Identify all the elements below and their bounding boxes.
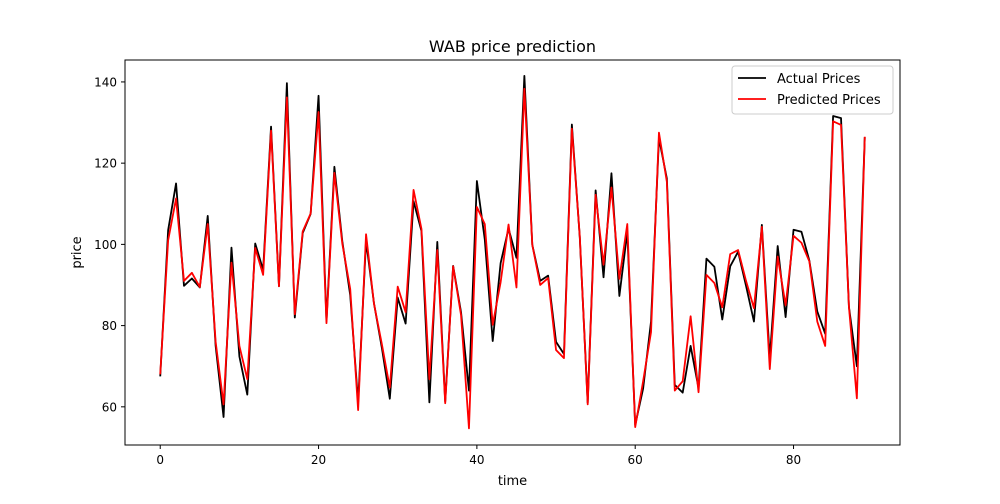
plot-area-frame [124,59,901,446]
legend: Actual Prices Predicted Prices [731,65,894,115]
plot-lines [159,74,866,430]
x-tick-label: 40 [469,453,484,467]
y-tick-label: 100 [94,238,117,252]
y-axis-label: price [70,236,85,268]
chart-title: WAB price prediction [429,37,596,56]
y-tick-label: 140 [94,75,117,89]
x-axis-ticks: 0 20 40 60 80 [156,445,801,467]
legend-label-actual: Actual Prices [777,72,861,87]
series-line-predicted [159,87,866,430]
x-tick-label: 20 [311,453,326,467]
y-tick-label: 120 [94,157,117,171]
y-tick-label: 60 [102,400,117,414]
legend-label-predicted: Predicted Prices [777,93,881,108]
x-tick-label: 60 [628,453,643,467]
x-tick-label: 0 [156,453,164,467]
x-axis-label: time [498,474,527,489]
legend-box [731,65,894,115]
y-tick-label: 80 [102,319,117,333]
y-axis-ticks: 60 80 100 120 140 [94,75,125,414]
x-tick-label: 80 [786,453,801,467]
